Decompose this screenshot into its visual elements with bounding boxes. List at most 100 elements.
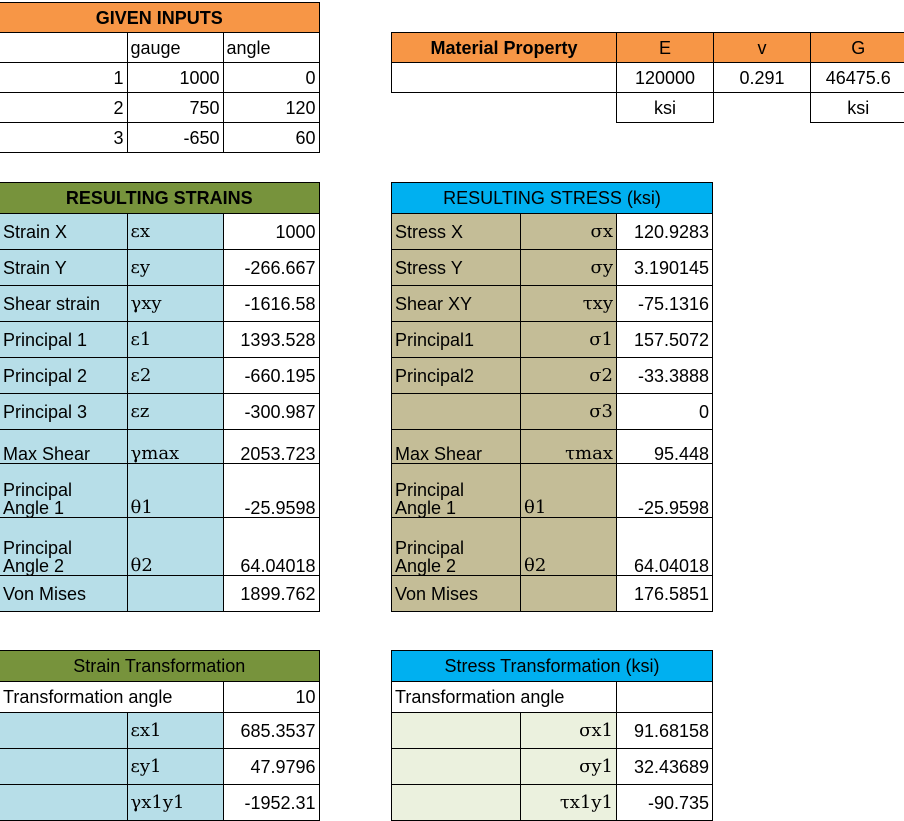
material-E-unit[interactable]: ksi: [617, 93, 714, 123]
stress-symbol[interactable]: τxy: [521, 286, 617, 322]
strain-symbol[interactable]: εx: [127, 214, 223, 250]
stress-value[interactable]: 120.9283: [617, 214, 713, 250]
material-blank-cell[interactable]: [392, 63, 617, 93]
strain-label[interactable]: Strain Y: [0, 250, 127, 286]
strain-angle2-value[interactable]: 64.04018: [223, 518, 319, 576]
material-v-unit-blank[interactable]: [714, 93, 811, 123]
strain-angle1-symbol[interactable]: θ1: [127, 464, 223, 518]
given-angle-cell[interactable]: 0: [223, 63, 319, 93]
stress-tf-value[interactable]: 91.68158: [617, 713, 713, 749]
stress-label[interactable]: [392, 394, 521, 430]
given-gauge-cell[interactable]: 1000: [127, 63, 223, 93]
stress-value[interactable]: -75.1316: [617, 286, 713, 322]
stress-vonmises-label[interactable]: Von Mises: [392, 576, 521, 612]
strain-tf-symbol[interactable]: εy1: [127, 749, 223, 785]
strain-value[interactable]: 1393.528: [223, 322, 319, 358]
strain-vonmises-symbol[interactable]: [127, 576, 223, 612]
stress-symbol[interactable]: σ2: [521, 358, 617, 394]
stress-label[interactable]: Max Shear: [392, 430, 521, 464]
stress-tf-symbol[interactable]: τx1y1: [521, 785, 617, 821]
stress-angle1-value[interactable]: -25.9598: [617, 464, 713, 518]
strain-tf-blank[interactable]: [0, 749, 127, 785]
strain-label[interactable]: Shear strain: [0, 286, 127, 322]
stress-tf-blank[interactable]: [392, 713, 521, 749]
stress-value[interactable]: 3.190145: [617, 250, 713, 286]
stress-tf-angle-value[interactable]: [617, 682, 713, 713]
stress-label[interactable]: Shear XY: [392, 286, 521, 322]
stress-label[interactable]: Principal2: [392, 358, 521, 394]
material-G-unit[interactable]: ksi: [811, 93, 904, 123]
strain-symbol[interactable]: εz: [127, 394, 223, 430]
given-gauge-cell[interactable]: 750: [127, 93, 223, 123]
stress-value[interactable]: -33.3888: [617, 358, 713, 394]
strain-symbol[interactable]: γmax: [127, 430, 223, 464]
stress-vonmises-value[interactable]: 176.5851: [617, 576, 713, 612]
strain-symbol[interactable]: εy: [127, 250, 223, 286]
given-header-gauge[interactable]: gauge: [127, 33, 223, 63]
strain-label[interactable]: Principal 1: [0, 322, 127, 358]
stress-tf-symbol[interactable]: σx1: [521, 713, 617, 749]
strain-label[interactable]: Max Shear: [0, 430, 127, 464]
strain-label[interactable]: Strain X: [0, 214, 127, 250]
strain-label[interactable]: Principal 2: [0, 358, 127, 394]
stress-label[interactable]: Principal1: [392, 322, 521, 358]
strain-vonmises-value[interactable]: 1899.762: [223, 576, 319, 612]
strain-symbol[interactable]: γxy: [127, 286, 223, 322]
stress-tf-blank[interactable]: [392, 749, 521, 785]
stress-tf-symbol[interactable]: σy1: [521, 749, 617, 785]
given-header-angle[interactable]: angle: [223, 33, 319, 63]
material-E-value[interactable]: 120000: [617, 63, 714, 93]
stress-value[interactable]: 95.448: [617, 430, 713, 464]
given-angle-cell[interactable]: 60: [223, 123, 319, 153]
stress-label[interactable]: Stress Y: [392, 250, 521, 286]
stress-tf-value[interactable]: -90.735: [617, 785, 713, 821]
strain-tf-value[interactable]: -1952.31: [223, 785, 319, 821]
strain-value[interactable]: -266.667: [223, 250, 319, 286]
stress-angle2-value[interactable]: 64.04018: [617, 518, 713, 576]
given-header-blank[interactable]: [0, 33, 127, 63]
strain-angle1-value[interactable]: -25.9598: [223, 464, 319, 518]
strain-value[interactable]: -1616.58: [223, 286, 319, 322]
strain-value[interactable]: 1000: [223, 214, 319, 250]
stress-vonmises-symbol[interactable]: [521, 576, 617, 612]
strain-tf-angle-label[interactable]: Transformation angle: [0, 682, 223, 713]
strain-value[interactable]: -660.195: [223, 358, 319, 394]
stress-label[interactable]: Stress X: [392, 214, 521, 250]
strain-tf-value[interactable]: 685.3537: [223, 713, 319, 749]
given-row-num[interactable]: 1: [0, 63, 127, 93]
strain-value[interactable]: 2053.723: [223, 430, 319, 464]
stress-symbol[interactable]: σ3: [521, 394, 617, 430]
stress-tf-angle-label[interactable]: Transformation angle: [392, 682, 617, 713]
strain-tf-symbol[interactable]: εx1: [127, 713, 223, 749]
given-gauge-cell[interactable]: -650: [127, 123, 223, 153]
strain-angle2-symbol[interactable]: θ2: [127, 518, 223, 576]
stress-angle2-symbol[interactable]: θ2: [521, 518, 617, 576]
given-row-num[interactable]: 2: [0, 93, 127, 123]
strain-value[interactable]: -300.987: [223, 394, 319, 430]
material-G-value[interactable]: 46475.6: [811, 63, 904, 93]
stress-value[interactable]: 157.5072: [617, 322, 713, 358]
stress-value[interactable]: 0: [617, 394, 713, 430]
strain-tf-blank[interactable]: [0, 785, 127, 821]
strain-symbol[interactable]: ε2: [127, 358, 223, 394]
stress-symbol[interactable]: σy: [521, 250, 617, 286]
stress-symbol[interactable]: σx: [521, 214, 617, 250]
strain-tf-angle-value[interactable]: 10: [223, 682, 319, 713]
strain-label[interactable]: Principal 3: [0, 394, 127, 430]
stress-angle1-symbol[interactable]: θ1: [521, 464, 617, 518]
material-v-value[interactable]: 0.291: [714, 63, 811, 93]
strain-vonmises-label[interactable]: Von Mises: [0, 576, 127, 612]
given-row-num[interactable]: 3: [0, 123, 127, 153]
strain-tf-symbol[interactable]: γx1y1: [127, 785, 223, 821]
stress-symbol[interactable]: τmax: [521, 430, 617, 464]
strain-tf-value[interactable]: 47.9796: [223, 749, 319, 785]
strain-symbol[interactable]: ε1: [127, 322, 223, 358]
stress-tf-blank[interactable]: [392, 785, 521, 821]
given-angle-cell[interactable]: 120: [223, 93, 319, 123]
strain-tf-blank[interactable]: [0, 713, 127, 749]
stress-symbol[interactable]: σ1: [521, 322, 617, 358]
